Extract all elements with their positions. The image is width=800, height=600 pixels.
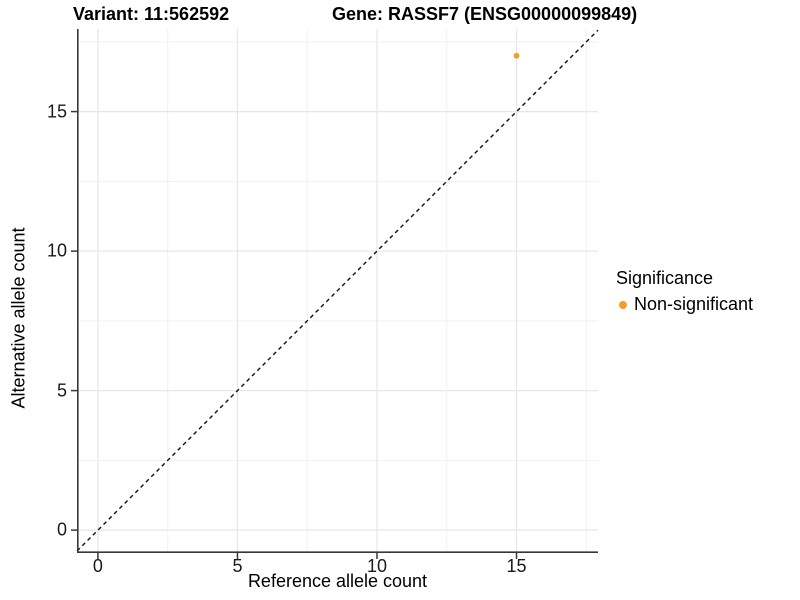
plot-panel-canvas bbox=[71, 29, 599, 559]
y-tick-label: 5 bbox=[56, 380, 67, 401]
legend-point-icon bbox=[619, 300, 627, 309]
y-tick-label: 15 bbox=[46, 101, 67, 122]
legend-entry: Non-significant bbox=[619, 294, 753, 315]
y-axis-title: Alternative allele count bbox=[8, 227, 29, 409]
variant-title: Variant: 11:562592 bbox=[73, 4, 230, 24]
legend: Significance Non-significant bbox=[616, 268, 753, 315]
y-tick-label: 10 bbox=[46, 240, 67, 261]
legend-title: Significance bbox=[616, 268, 714, 288]
data-point bbox=[513, 52, 520, 59]
identity-line bbox=[76, 29, 599, 552]
y-tick-label: 0 bbox=[56, 519, 67, 540]
legend-entry-label: Non-significant bbox=[634, 294, 754, 314]
x-axis-title: Reference allele count bbox=[247, 571, 428, 591]
gene-title: Gene: RASSF7 (ENSG00000099849) bbox=[332, 4, 638, 24]
plot-panel bbox=[71, 29, 599, 559]
